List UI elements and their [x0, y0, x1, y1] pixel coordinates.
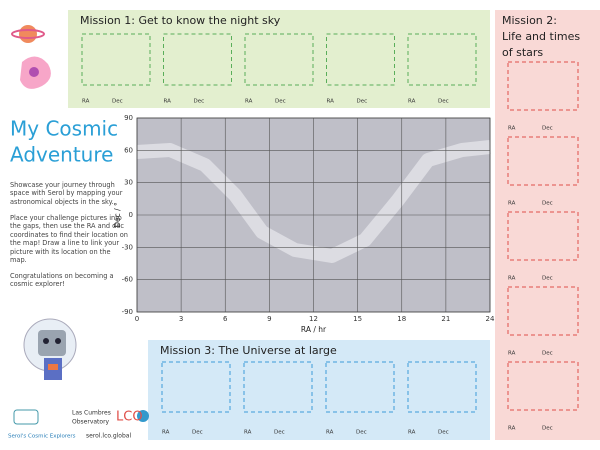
- photo-slot: [507, 136, 579, 186]
- intro-paragraph: Showcase your journey through space with…: [10, 181, 123, 206]
- mission2-title: Life and times: [502, 30, 580, 43]
- dec-label: Dec: [542, 126, 553, 132]
- photo-slot: [507, 361, 579, 411]
- ra-label: RA: [508, 426, 516, 432]
- x-tick-label: 15: [353, 315, 362, 323]
- x-tick-label: 24: [486, 315, 495, 323]
- main-title: My Cosmic: [10, 117, 118, 141]
- lco-logo-mark: [137, 410, 149, 422]
- photo-slot: [507, 211, 579, 261]
- photo-slot: [407, 361, 477, 413]
- main-title: Adventure: [10, 143, 113, 167]
- photo-slot: [325, 361, 395, 413]
- ra-label: RA: [164, 99, 172, 105]
- x-tick-label: 12: [309, 315, 318, 323]
- x-tick-label: 9: [267, 315, 271, 323]
- mission1-panel: [68, 10, 490, 108]
- photo-slot: [244, 33, 314, 86]
- map-frame: [136, 117, 491, 313]
- photo-slot: [243, 361, 313, 413]
- y-tick-label: 90: [124, 114, 133, 122]
- ra-label: RA: [244, 430, 252, 436]
- x-tick-label: 6: [223, 315, 228, 323]
- mission2-title: of stars: [502, 46, 543, 59]
- org-name: Las Cumbres: [72, 410, 111, 417]
- ra-label: RA: [508, 276, 516, 282]
- dec-label: Dec: [356, 430, 367, 436]
- serol-logo: [13, 409, 39, 425]
- photo-slot: [507, 61, 579, 111]
- dec-label: Dec: [194, 99, 205, 105]
- mission3-title: Mission 3: The Universe at large: [160, 344, 337, 357]
- y-tick-label: -60: [122, 276, 133, 284]
- y-tick-label: -30: [122, 243, 133, 251]
- ra-label: RA: [82, 99, 90, 105]
- x-tick-label: 18: [397, 315, 406, 323]
- photo-slot: [163, 33, 232, 86]
- dec-label: Dec: [274, 430, 285, 436]
- x-tick-label: 21: [441, 315, 450, 323]
- robot-icon: [23, 318, 77, 380]
- dec-label: Dec: [192, 430, 203, 436]
- ra-label: RA: [408, 430, 416, 436]
- y-tick-label: 60: [124, 146, 133, 154]
- planet-icon: [11, 25, 51, 89]
- ra-label: RA: [508, 201, 516, 207]
- x-tick-label: 0: [135, 315, 139, 323]
- org-name: Observatory: [72, 419, 110, 426]
- x-axis-label: RA / hr: [301, 325, 327, 334]
- dec-label: Dec: [542, 201, 553, 207]
- y-tick-label: 0: [129, 211, 133, 219]
- url: serol.lco.global: [86, 433, 131, 440]
- dec-label: Dec: [542, 276, 553, 282]
- lco-logo: LCO: [116, 410, 143, 425]
- photo-slot: [507, 286, 579, 336]
- dec-label: Dec: [357, 99, 368, 105]
- ra-label: RA: [408, 99, 416, 105]
- dec-label: Dec: [542, 351, 553, 357]
- mission1-title: Mission 1: Get to know the night sky: [80, 14, 281, 27]
- ra-label: RA: [162, 430, 170, 436]
- brand: Serol's Cosmic Explorers: [8, 434, 76, 440]
- ra-label: RA: [245, 99, 253, 105]
- y-tick-label: 30: [124, 179, 133, 187]
- intro-paragraph: Congratulations on becoming a cosmic exp…: [10, 272, 114, 289]
- mission2-panel: [495, 10, 600, 440]
- x-tick-label: 3: [179, 315, 183, 323]
- y-axis-label: Dec / °: [113, 202, 122, 228]
- dec-label: Dec: [438, 430, 449, 436]
- intro-paragraph: Place your challenge pictures into the g…: [10, 214, 128, 265]
- photo-slot: [407, 33, 477, 86]
- dec-label: Dec: [542, 426, 553, 432]
- mission3-panel: [148, 340, 490, 440]
- dec-label: Dec: [275, 99, 286, 105]
- photo-slot: [81, 33, 151, 86]
- ra-label: RA: [326, 430, 334, 436]
- mission2-title: Mission 2:: [502, 14, 557, 27]
- ra-label: RA: [508, 126, 516, 132]
- dec-label: Dec: [438, 99, 449, 105]
- photo-slot: [326, 33, 395, 86]
- photo-slot: [161, 361, 231, 413]
- y-tick-label: -90: [122, 308, 133, 316]
- ra-label: RA: [508, 351, 516, 357]
- ra-label: RA: [327, 99, 335, 105]
- dec-label: Dec: [112, 99, 123, 105]
